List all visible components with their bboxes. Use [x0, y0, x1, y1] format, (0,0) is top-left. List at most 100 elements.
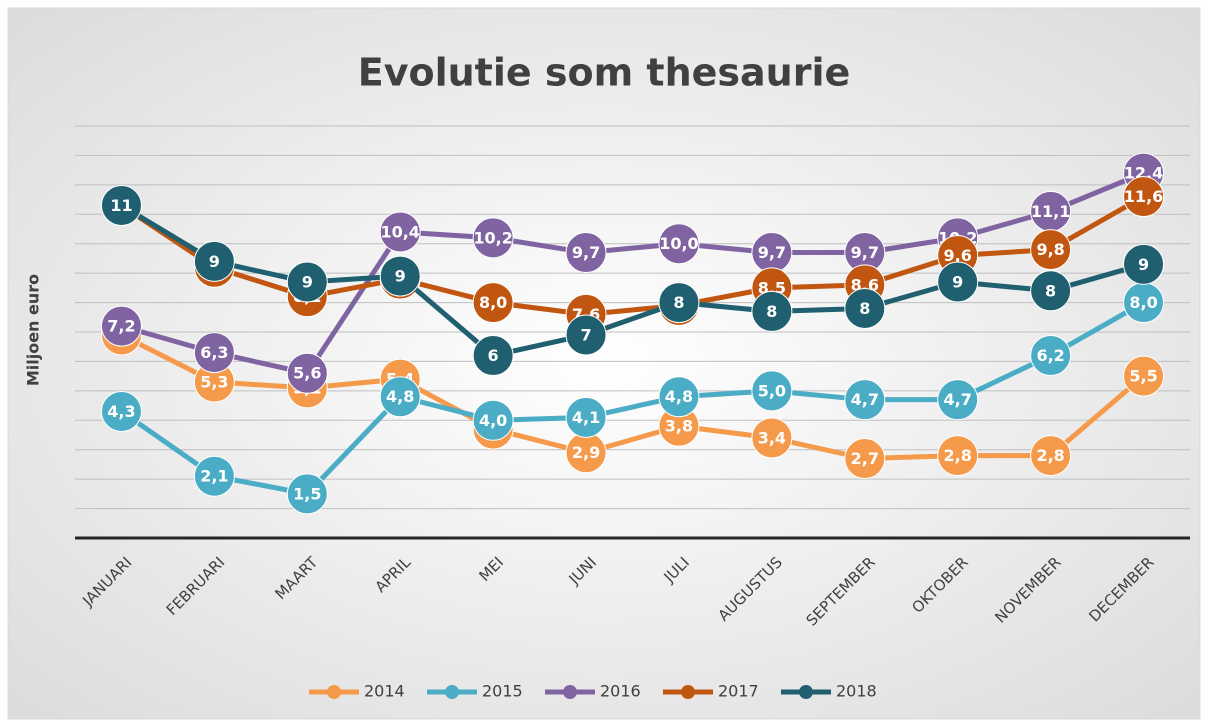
data-label: 7,2	[107, 317, 135, 336]
legend-marker	[799, 685, 813, 699]
marker	[286, 352, 328, 394]
data-label: 3,4	[758, 428, 786, 447]
data-label: 11,1	[1031, 202, 1070, 221]
marker	[565, 396, 607, 438]
data-label: 9,7	[758, 243, 786, 262]
marker	[193, 332, 235, 374]
data-label: 9	[1138, 255, 1149, 274]
y-axis-label: Miljoen euro	[24, 274, 43, 386]
data-label: 8,0	[479, 293, 507, 312]
data-label: 5,0	[758, 381, 786, 400]
data-label: 11	[110, 196, 132, 215]
marker	[379, 211, 421, 253]
legend-label: 2015	[482, 682, 523, 701]
data-label: 5,6	[293, 364, 321, 383]
data-label: 8	[673, 293, 684, 312]
marker	[1030, 229, 1072, 271]
data-label: 2,8	[1036, 446, 1064, 465]
data-label: 6	[488, 346, 499, 365]
data-label: 5,5	[1129, 367, 1157, 386]
marker	[1123, 176, 1165, 218]
marker	[472, 282, 514, 324]
data-label: 9	[952, 272, 963, 291]
data-label: 6,2	[1036, 346, 1064, 365]
legend-label: 2016	[600, 682, 641, 701]
data-label: 8	[766, 302, 777, 321]
marker	[844, 379, 886, 421]
marker	[751, 370, 793, 412]
legend-label: 2014	[364, 682, 405, 701]
data-label: 9,6	[944, 246, 972, 265]
marker	[472, 335, 514, 377]
marker	[379, 255, 421, 297]
marker	[658, 376, 700, 418]
data-label: 3,8	[665, 417, 693, 436]
data-label: 4,0	[479, 411, 507, 430]
data-label: 8	[859, 299, 870, 318]
data-label: 9,7	[572, 243, 600, 262]
marker	[379, 376, 421, 418]
marker	[1123, 243, 1165, 285]
marker	[193, 455, 235, 497]
data-label: 6,3	[200, 343, 228, 362]
data-label: 2,8	[944, 446, 972, 465]
marker	[565, 314, 607, 356]
data-label: 4,7	[851, 390, 879, 409]
data-label: 7	[580, 325, 591, 344]
data-label: 4,8	[386, 387, 414, 406]
marker	[472, 399, 514, 441]
marker	[1123, 355, 1165, 397]
data-label: 8,0	[1129, 293, 1157, 312]
data-label: 10,2	[473, 228, 512, 247]
marker	[658, 223, 700, 265]
legend-label: 2018	[836, 682, 877, 701]
data-label: 9,8	[1036, 240, 1064, 259]
marker	[100, 184, 142, 226]
marker	[844, 438, 886, 480]
data-label: 9	[302, 272, 313, 291]
data-label: 10,4	[380, 222, 419, 241]
marker	[1030, 435, 1072, 477]
legend-marker	[445, 685, 459, 699]
data-label: 9	[395, 267, 406, 286]
marker	[1030, 335, 1072, 377]
marker	[100, 305, 142, 347]
data-label: 11,6	[1124, 187, 1163, 206]
data-label: 10,0	[659, 234, 698, 253]
marker	[751, 417, 793, 459]
legend-marker	[563, 685, 577, 699]
marker	[751, 290, 793, 332]
chart-area	[7, 7, 1201, 720]
marker	[100, 390, 142, 432]
legend-marker	[681, 685, 695, 699]
marker	[658, 282, 700, 324]
marker	[844, 287, 886, 329]
data-label: 4,3	[107, 402, 135, 421]
data-label: 2,7	[851, 449, 879, 468]
data-label: 9,7	[851, 243, 879, 262]
marker	[472, 217, 514, 259]
legend-label: 2017	[718, 682, 759, 701]
marker	[286, 473, 328, 515]
data-label: 4,1	[572, 408, 600, 427]
marker	[286, 261, 328, 303]
chart-title: Evolutie som thesaurie	[358, 51, 851, 95]
data-label: 4,8	[665, 387, 693, 406]
data-label: 2,9	[572, 443, 600, 462]
data-label: 4,7	[944, 390, 972, 409]
data-label: 9	[209, 252, 220, 271]
marker	[937, 379, 979, 421]
data-label: 1,5	[293, 484, 321, 503]
marker	[193, 240, 235, 282]
marker	[937, 435, 979, 477]
marker	[565, 232, 607, 274]
marker	[1030, 270, 1072, 312]
legend-marker	[327, 685, 341, 699]
marker	[937, 261, 979, 303]
data-label: 8	[1045, 281, 1056, 300]
data-label: 5,3	[200, 373, 228, 392]
data-label: 2,1	[200, 467, 228, 486]
data-label: 12,4	[1124, 164, 1163, 183]
